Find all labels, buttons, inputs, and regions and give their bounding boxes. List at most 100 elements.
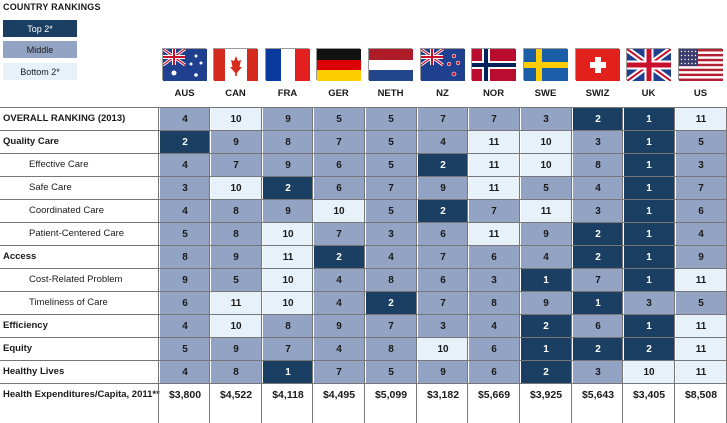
column-divider xyxy=(674,107,675,423)
rank-cell: 8 xyxy=(366,338,416,360)
rank-cell: 6 xyxy=(418,223,468,245)
rank-cell: 2 xyxy=(624,338,674,360)
legend-middle: Middle xyxy=(3,41,77,58)
rank-cell: 4 xyxy=(573,177,623,199)
rank-cell: 1 xyxy=(521,269,571,291)
rank-cell: $8,508 xyxy=(676,384,726,406)
column-divider xyxy=(209,107,210,423)
column-divider xyxy=(261,107,262,423)
rank-cell: $3,182 xyxy=(418,384,468,406)
rank-cell: 9 xyxy=(211,131,261,153)
rank-cell: 11 xyxy=(469,154,519,176)
row-divider xyxy=(0,245,727,246)
rank-cell: 6 xyxy=(469,246,519,268)
rank-cell: 3 xyxy=(160,177,210,199)
canada-flag-icon xyxy=(213,48,258,81)
rank-cell: 5 xyxy=(366,108,416,130)
rank-cell: 7 xyxy=(573,269,623,291)
rank-cell: 5 xyxy=(676,292,726,314)
rank-cell: $5,099 xyxy=(366,384,416,406)
rank-cell: 8 xyxy=(366,269,416,291)
row-label: Equity xyxy=(3,343,33,354)
rank-cell: 1 xyxy=(624,131,674,153)
rank-cell: 11 xyxy=(676,269,726,291)
row-label: Patient-Centered Care xyxy=(29,228,125,239)
rank-cell: 10 xyxy=(211,108,261,130)
rank-cell: 10 xyxy=(314,200,364,222)
rank-cell: 11 xyxy=(676,361,726,383)
rank-cell: 3 xyxy=(624,292,674,314)
rank-cell: 4 xyxy=(314,292,364,314)
column-divider xyxy=(364,107,365,423)
rank-cell: 4 xyxy=(676,223,726,245)
column-header-can: CAN xyxy=(225,88,246,99)
rank-cell: 4 xyxy=(160,361,210,383)
rank-cell: 2 xyxy=(573,338,623,360)
rank-cell: 7 xyxy=(366,315,416,337)
new-zealand-flag-icon xyxy=(420,47,465,81)
row-label: Coordinated Care xyxy=(29,205,104,216)
rank-cell: 1 xyxy=(624,269,674,291)
rank-cell: 8 xyxy=(469,292,519,314)
row-label: Health Expenditures/Capita, 2011** xyxy=(3,389,160,400)
rank-cell: $3,925 xyxy=(521,384,571,406)
rank-cell: 3 xyxy=(418,315,468,337)
row-label: Access xyxy=(3,251,37,262)
rank-cell: 4 xyxy=(418,131,468,153)
rank-cell: 1 xyxy=(521,338,571,360)
row-divider xyxy=(0,222,727,223)
rank-cell: 5 xyxy=(366,131,416,153)
rank-cell: 8 xyxy=(211,361,261,383)
norway-flag-icon xyxy=(471,48,516,81)
france-flag-icon xyxy=(265,48,310,81)
us-flag-icon xyxy=(678,48,723,81)
rank-cell: $4,495 xyxy=(314,384,364,406)
row-divider xyxy=(0,107,727,108)
rank-cell: 5 xyxy=(366,200,416,222)
rank-cell: 3 xyxy=(573,361,623,383)
rank-cell: 11 xyxy=(676,338,726,360)
rank-cell: 2 xyxy=(366,292,416,314)
column-header-ger: GER xyxy=(328,88,349,99)
rank-cell: 10 xyxy=(418,338,468,360)
rank-cell: 1 xyxy=(624,223,674,245)
column-header-uk: UK xyxy=(641,88,656,99)
rank-cell: 11 xyxy=(676,108,726,130)
rank-cell: 4 xyxy=(469,315,519,337)
rank-cell: 6 xyxy=(469,338,519,360)
row-label: Timeliness of Care xyxy=(29,297,108,308)
rank-cell: 4 xyxy=(160,200,210,222)
rank-cell: 1 xyxy=(624,108,674,130)
row-divider xyxy=(0,130,727,131)
rank-cell: 1 xyxy=(624,246,674,268)
rank-cell: 2 xyxy=(521,361,571,383)
rank-cell: 6 xyxy=(314,154,364,176)
column-header-swe: SWE xyxy=(534,88,557,99)
rank-cell: 1 xyxy=(624,154,674,176)
rank-cell: 7 xyxy=(418,292,468,314)
rank-cell: 9 xyxy=(314,315,364,337)
rank-cell: 9 xyxy=(676,246,726,268)
rank-cell: 5 xyxy=(160,338,210,360)
rank-cell: 5 xyxy=(211,269,261,291)
rank-cell: 8 xyxy=(211,200,261,222)
rank-cell: 2 xyxy=(573,223,623,245)
rank-cell: 5 xyxy=(366,154,416,176)
rank-cell: 4 xyxy=(521,246,571,268)
column-header-aus: AUS xyxy=(174,88,195,99)
rank-cell: 4 xyxy=(314,338,364,360)
rank-cell: 7 xyxy=(211,154,261,176)
rank-cell: 4 xyxy=(160,108,210,130)
row-label: Quality Care xyxy=(3,136,59,147)
rank-cell: 2 xyxy=(314,246,364,268)
rank-cell: 7 xyxy=(418,108,468,130)
row-label: Effective Care xyxy=(29,159,89,170)
rank-cell: 11 xyxy=(469,223,519,245)
rank-cell: 10 xyxy=(263,292,313,314)
rank-cell: 8 xyxy=(263,315,313,337)
rank-cell: 5 xyxy=(314,108,364,130)
column-header-swiz: SWIZ xyxy=(585,88,610,99)
rank-cell: 2 xyxy=(418,154,468,176)
rank-cell: 9 xyxy=(160,269,210,291)
rank-cell: 4 xyxy=(160,154,210,176)
